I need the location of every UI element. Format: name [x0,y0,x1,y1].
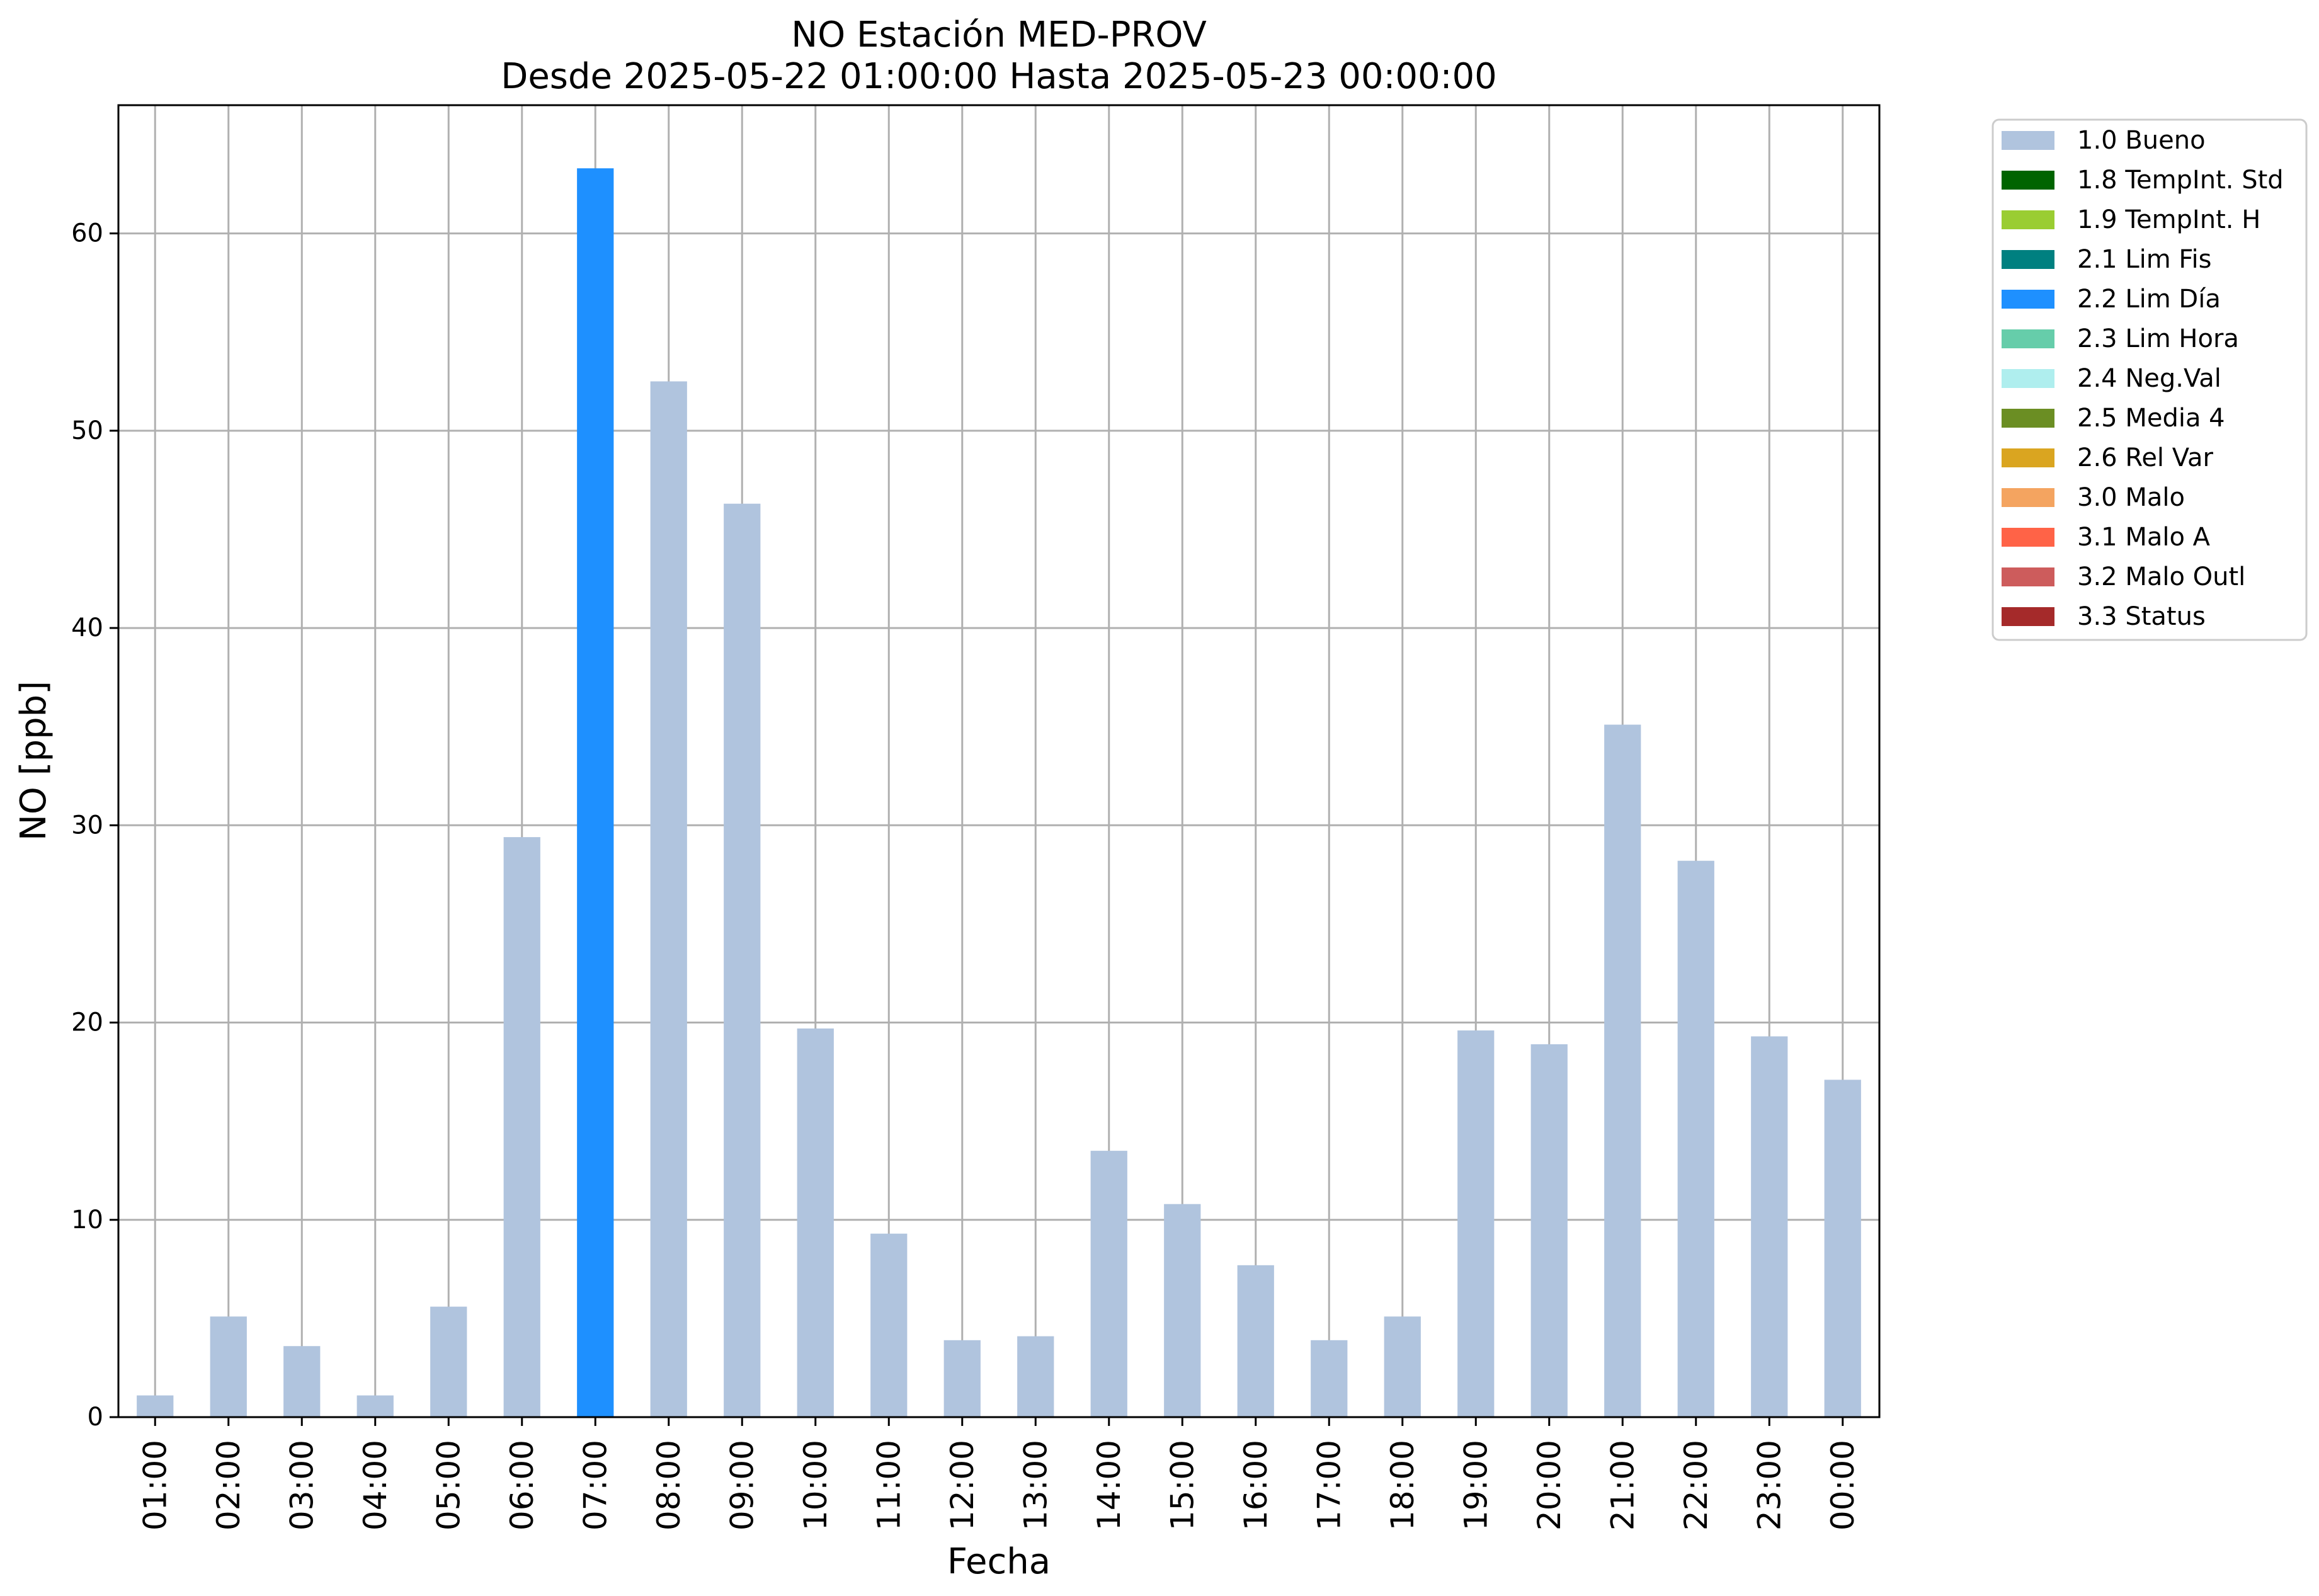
bar-09:00 [724,503,761,1417]
bar-07:00 [577,168,614,1417]
bar-00:00 [1824,1080,1861,1417]
x-tick-label: 08:00 [651,1440,687,1530]
legend-label: 2.4 Neg.Val [2077,364,2221,393]
x-tick-label: 03:00 [283,1440,320,1530]
y-tick-label: 10 [71,1206,103,1234]
bar-13:00 [1017,1336,1054,1417]
legend-label: 3.0 Malo [2077,483,2185,512]
bar-08:00 [650,381,687,1417]
x-tick-label: 10:00 [797,1440,834,1530]
x-axis-ticks: 01:00 02:00 03:00 04:00 05:00 06:00 07:00 08:00… [137,1417,1861,1530]
bar-02:00 [210,1316,247,1417]
bar-10:00 [797,1028,834,1417]
legend-label: 1.9 TempInt. H [2077,205,2260,234]
legend-swatch [2002,607,2054,626]
x-tick-label: 16:00 [1238,1440,1274,1530]
x-tick-label: 02:00 [210,1440,247,1530]
x-tick-label: 20:00 [1531,1440,1568,1530]
bar-04:00 [356,1395,394,1417]
x-tick-label: 09:00 [724,1440,760,1530]
bar-05:00 [430,1306,467,1417]
chart-subtitle: Desde 2025-05-22 01:00:00 Hasta 2025-05-… [501,56,1497,97]
bar-03:00 [283,1346,321,1417]
x-tick-label: 22:00 [1678,1440,1714,1530]
legend-swatch [2002,210,2054,229]
bar-22:00 [1677,860,1714,1417]
legend-label: 3.3 Status [2077,602,2206,631]
legend-label: 2.1 Lim Fis [2077,245,2211,274]
y-tick-label: 40 [71,613,103,642]
x-tick-label: 11:00 [870,1440,907,1530]
legend-label: 2.5 Media 4 [2077,404,2225,433]
legend-swatch [2002,171,2054,190]
legend: 1.0 Bueno 1.8 TempInt. Std 1.9 TempInt. H 2… [1991,118,2308,641]
chart-title: NO Estación MED-PROV [791,14,1207,55]
legend-swatch [2002,448,2054,467]
legend-swatch [2002,329,2054,348]
bar-12:00 [943,1340,981,1417]
x-tick-label: 06:00 [504,1440,540,1530]
legend-swatch [2002,290,2054,309]
x-tick-label: 21:00 [1604,1440,1641,1530]
x-tick-label: 04:00 [357,1440,394,1530]
legend-swatch [2002,369,2054,388]
y-tick-label: 30 [71,811,103,840]
legend-swatch [2002,567,2054,586]
y-tick-label: 50 [71,416,103,445]
y-axis-ticks: 0 10 20 30 40 50 60 [71,219,118,1432]
bar-11:00 [870,1233,908,1417]
bar-06:00 [503,837,540,1417]
x-tick-label: 19:00 [1457,1440,1494,1530]
x-tick-label: 23:00 [1751,1440,1787,1530]
legend-label: 1.0 Bueno [2077,126,2206,155]
plot-frame [117,104,1881,1418]
bar-16:00 [1237,1265,1274,1417]
x-tick-label: 14:00 [1091,1440,1127,1530]
bar-01:00 [137,1395,174,1417]
x-axis-label: Fecha [947,1541,1051,1582]
x-tick-label: 15:00 [1164,1440,1200,1530]
y-axis-label: NO [ppb] [13,681,54,841]
bars [137,168,1861,1417]
legend-label: 2.3 Lim Hora [2077,324,2239,353]
x-tick-label: 05:00 [430,1440,467,1530]
bar-19:00 [1457,1030,1495,1417]
x-tick-label: 12:00 [944,1440,981,1530]
x-tick-label: 07:00 [577,1440,613,1530]
x-tick-label: 13:00 [1017,1440,1054,1530]
legend-label: 2.6 Rel Var [2077,443,2214,472]
legend-swatch [2002,528,2054,547]
legend-swatch [2002,409,2054,428]
bar-18:00 [1384,1316,1421,1417]
legend-swatch [2002,250,2054,269]
bar-23:00 [1751,1036,1788,1417]
legend-frame [1991,118,2308,641]
legend-swatch [2002,488,2054,507]
bar-17:00 [1311,1340,1348,1417]
y-tick-label: 0 [88,1403,103,1432]
bar-21:00 [1604,724,1641,1417]
x-tick-label: 18:00 [1384,1440,1421,1530]
bar-20:00 [1530,1044,1568,1417]
x-tick-label: 00:00 [1825,1440,1861,1530]
legend-label: 3.1 Malo A [2077,523,2211,552]
bar-15:00 [1164,1204,1201,1417]
legend-label: 1.8 TempInt. Std [2077,166,2284,195]
y-tick-label: 20 [71,1008,103,1037]
legend-label: 2.2 Lim Día [2077,285,2221,314]
x-tick-label: 17:00 [1311,1440,1347,1530]
legend-swatch [2002,131,2054,150]
bar-14:00 [1090,1151,1127,1417]
x-tick-label: 01:00 [137,1440,173,1530]
y-tick-label: 60 [71,219,103,248]
legend-label: 3.2 Malo Outl [2077,562,2245,591]
